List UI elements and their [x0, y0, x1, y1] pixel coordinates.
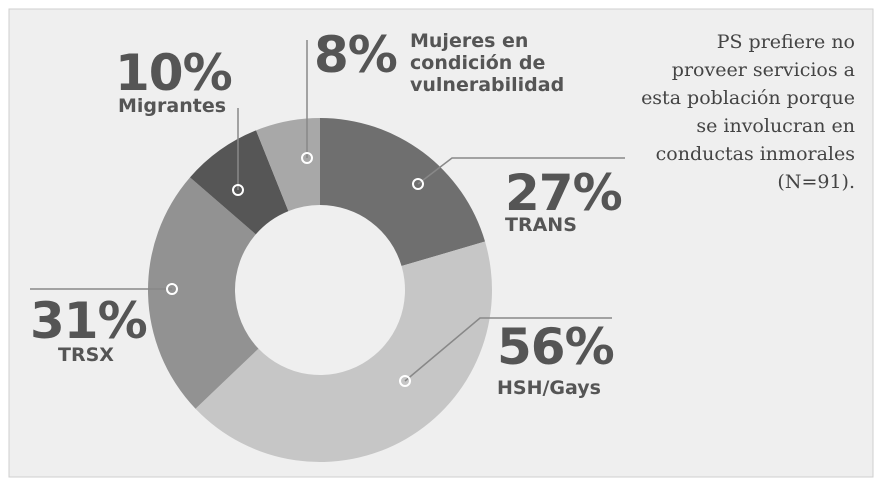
donut-slice	[256, 118, 320, 212]
leader-dot	[412, 178, 424, 190]
category-label: Mujeres en condición de vulnerabilidad	[410, 30, 565, 96]
value-label: 8%	[314, 26, 398, 84]
value-label: 31%	[30, 292, 148, 350]
value-label: 27%	[505, 164, 623, 222]
category-label: HSH/Gays	[497, 377, 601, 399]
donut-slice	[320, 118, 486, 267]
leader-line	[404, 317, 612, 382]
leader-dot	[232, 184, 244, 196]
note: PS prefiere no proveer servicios a esta …	[641, 31, 855, 193]
leader-dot	[399, 375, 411, 387]
value-label: 10%	[115, 44, 233, 102]
leader-dot	[301, 152, 313, 164]
donut-slice	[147, 177, 259, 409]
value-label: 56%	[497, 318, 615, 376]
donut-slice	[190, 130, 289, 235]
leader-dot	[166, 283, 178, 295]
category-label: Migrantes	[118, 95, 227, 117]
category-label: TRSX	[58, 344, 114, 366]
donut-slice	[195, 241, 493, 463]
category-label: TRANS	[505, 214, 577, 236]
leader-line	[417, 157, 625, 185]
